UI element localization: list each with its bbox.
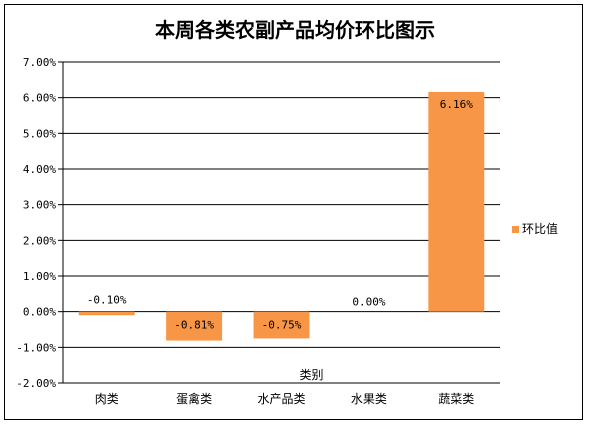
data-label: 6.16%	[440, 98, 473, 111]
x-axis-title: 类别	[299, 368, 323, 382]
y-tick-label: -1.00%	[16, 341, 56, 354]
y-tick-label: 1.00%	[23, 270, 56, 283]
legend-swatch	[512, 226, 519, 233]
data-label: -0.75%	[262, 319, 302, 332]
y-tick-label: 4.00%	[23, 163, 56, 176]
bar	[166, 311, 223, 341]
data-label: -0.10%	[87, 294, 127, 307]
bar	[78, 311, 135, 316]
y-tick-label: 2.00%	[23, 234, 56, 247]
y-tick-label: 5.00%	[23, 127, 56, 140]
category-label: 蔬菜类	[438, 392, 474, 406]
category-label: 肉类	[95, 392, 119, 406]
category-label: 水产品类	[257, 392, 305, 406]
y-tick-label: 7.00%	[23, 56, 56, 69]
data-label: 0.00%	[352, 296, 385, 309]
y-tick-label: 6.00%	[23, 92, 56, 105]
data-label: -0.81%	[174, 319, 214, 332]
bar	[428, 91, 485, 312]
y-tick-label: 0.00%	[23, 306, 56, 319]
category-label: 水果类	[351, 392, 387, 406]
chart-frame	[4, 4, 583, 420]
y-tick-label: 3.00%	[23, 199, 56, 212]
chart-title: 本周各类农副产品均价环比图示	[155, 18, 435, 42]
legend-label: 环比值	[522, 221, 558, 236]
bar	[253, 311, 310, 339]
category-label: 蛋禽类	[176, 391, 212, 406]
y-tick-label: -2.00%	[16, 377, 56, 390]
